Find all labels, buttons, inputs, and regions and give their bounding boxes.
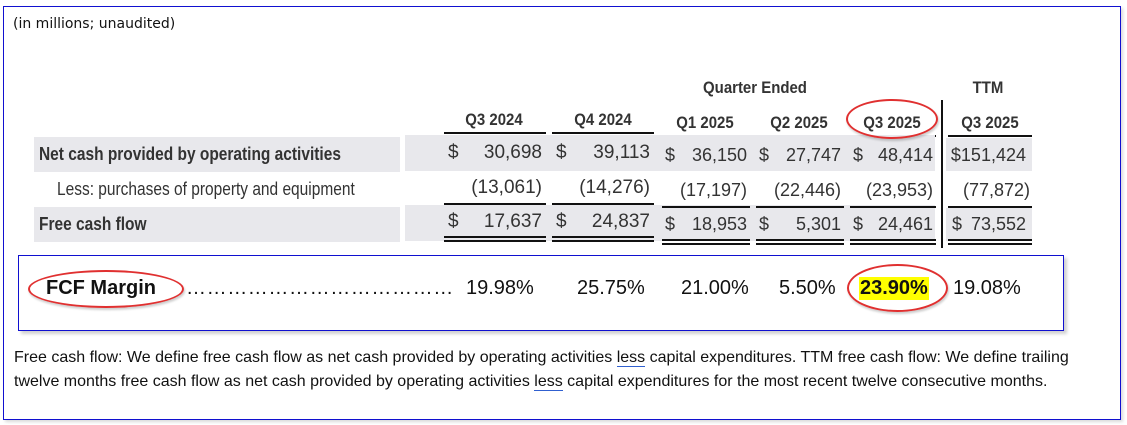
cell-value: 24,461: [877, 214, 933, 234]
cell-operating-q3-2025: $48,414: [849, 145, 935, 169]
footnote-text: Free cash flow: We define free cash flow…: [14, 349, 617, 366]
subtotal-line: [552, 203, 654, 205]
row-label-free-cash-flow: Free cash flow: [39, 214, 147, 234]
cell-value: $151,424: [951, 145, 1026, 166]
total-double-line: [662, 239, 750, 245]
fcf-margin-q1-2025: 21.00%: [681, 277, 749, 299]
total-double-line: [444, 236, 546, 242]
subtotal-line: [444, 203, 546, 205]
cell-value: 18,953: [691, 214, 747, 234]
row-shading-operating: [34, 137, 400, 172]
cell-value: (17,197): [679, 180, 747, 200]
cell-value: 5,301: [795, 214, 841, 234]
fcf-margin-q3-2024: 19.98%: [466, 277, 534, 299]
row-label-capex: Less: purchases of property and equipmen…: [57, 179, 355, 199]
cell-value: 36,150: [691, 145, 747, 165]
subtotal-line: [850, 206, 936, 208]
cell-value: 27,747: [785, 145, 841, 165]
footnote-text: capital expenditures for the most recent…: [562, 373, 1048, 390]
row-label-operating-cash: Net cash provided by operating activitie…: [39, 144, 341, 164]
cell-value: 24,837: [591, 211, 650, 232]
row-shading-fcf: [34, 207, 400, 242]
cell-fcf-q3-2025: $24,461: [849, 214, 935, 238]
fcf-margin-ttm: 19.08%: [953, 277, 1021, 299]
header-underline: [552, 132, 654, 134]
column-header-q3-2024: Q3 2024: [465, 110, 523, 129]
currency-sign: $: [853, 145, 864, 165]
subtotal-line: [948, 206, 1032, 208]
currency-sign: $: [665, 214, 676, 234]
currency-sign: $: [759, 214, 770, 234]
row-shading-fcf-values: [405, 205, 935, 241]
cell-capex-q1-2025: (17,197): [661, 180, 749, 204]
cell-value: 39,113: [593, 142, 650, 163]
cell-capex-ttm: (77,872): [948, 180, 1032, 204]
row-shading-fcf-ttm: [946, 208, 1032, 241]
cell-operating-ttm: $151,424: [948, 145, 1032, 169]
fcf-margin-q2-2025: 5.50%: [779, 277, 836, 299]
column-header-q4-2024: Q4 2024: [574, 110, 632, 129]
cell-capex-q4-2024: (14,276): [552, 177, 652, 201]
total-double-line: [948, 239, 1032, 245]
subtotal-line: [756, 206, 844, 208]
currency-sign: $: [952, 214, 963, 234]
footnote-emphasis-less: less: [534, 373, 563, 391]
row-shading-operating-values: [405, 135, 935, 171]
cell-fcf-ttm: $73,552: [948, 214, 1032, 238]
subtotal-line: [662, 206, 750, 208]
currency-sign: $: [556, 142, 567, 163]
cell-value: (23,953): [865, 180, 933, 200]
cell-value: 30,698: [483, 142, 542, 163]
fcf-margin-label: FCF Margin: [46, 277, 156, 299]
units-caption: (in millions; unaudited): [13, 16, 176, 32]
total-double-line: [552, 236, 654, 242]
currency-sign: $: [556, 211, 567, 232]
group-header-quarter-ended: Quarter Ended: [703, 78, 807, 97]
cell-value: 73,552: [970, 214, 1026, 234]
currency-sign: $: [759, 145, 770, 165]
row-shading-operating-ttm: [946, 138, 1032, 171]
fcf-margin-leader-dots: …………………………………: [186, 277, 454, 299]
cell-operating-q3-2024: $30,698: [444, 142, 544, 166]
ttm-column-divider: [941, 100, 943, 248]
currency-sign: $: [448, 211, 459, 232]
cell-number: 151,424: [960, 145, 1026, 165]
cell-operating-q4-2024: $39,113: [552, 142, 652, 166]
column-header-q2-2025: Q2 2025: [770, 113, 828, 132]
cell-value: 17,637: [483, 211, 542, 232]
cell-value: (13,061): [471, 177, 542, 198]
annotation-ellipse-fcf-margin: [28, 270, 184, 308]
total-double-line: [756, 239, 844, 245]
currency-sign: $: [950, 145, 961, 165]
cell-value: (77,872): [962, 180, 1030, 200]
cell-value: 48,414: [877, 145, 933, 165]
cell-fcf-q1-2025: $18,953: [661, 214, 749, 238]
currency-sign: $: [665, 145, 676, 165]
header-underline: [444, 132, 546, 134]
cell-capex-q3-2025: (23,953): [849, 180, 935, 204]
column-header-q1-2025: Q1 2025: [676, 113, 734, 132]
footnote-definition: Free cash flow: We define free cash flow…: [14, 346, 1114, 394]
cell-fcf-q3-2024: $17,637: [444, 211, 544, 235]
fcf-margin-q4-2024: 25.75%: [577, 277, 645, 299]
cell-capex-q2-2025: (22,446): [755, 180, 843, 204]
footnote-emphasis-less: less: [616, 349, 646, 367]
cell-operating-q2-2025: $27,747: [755, 145, 843, 169]
currency-sign: $: [853, 214, 864, 234]
annotation-ellipse-fcf-margin-q3-2025: [847, 264, 948, 312]
cell-value: (22,446): [773, 180, 841, 200]
column-header-ttm-q3-2025: Q3 2025: [961, 113, 1019, 132]
header-underline: [948, 135, 1032, 137]
cell-capex-q3-2024: (13,061): [444, 177, 544, 201]
group-header-ttm: TTM: [972, 78, 1004, 97]
currency-sign: $: [448, 142, 459, 163]
cell-fcf-q2-2025: $5,301: [755, 214, 843, 238]
annotation-ellipse-q3-2025-header: [846, 99, 938, 139]
cell-operating-q1-2025: $36,150: [661, 145, 749, 169]
cell-value: (14,276): [579, 177, 650, 198]
footnote-text: capital expenditures. TTM free cash flow…: [14, 349, 1069, 390]
total-double-line: [850, 239, 936, 245]
cell-fcf-q4-2024: $24,837: [552, 211, 652, 235]
